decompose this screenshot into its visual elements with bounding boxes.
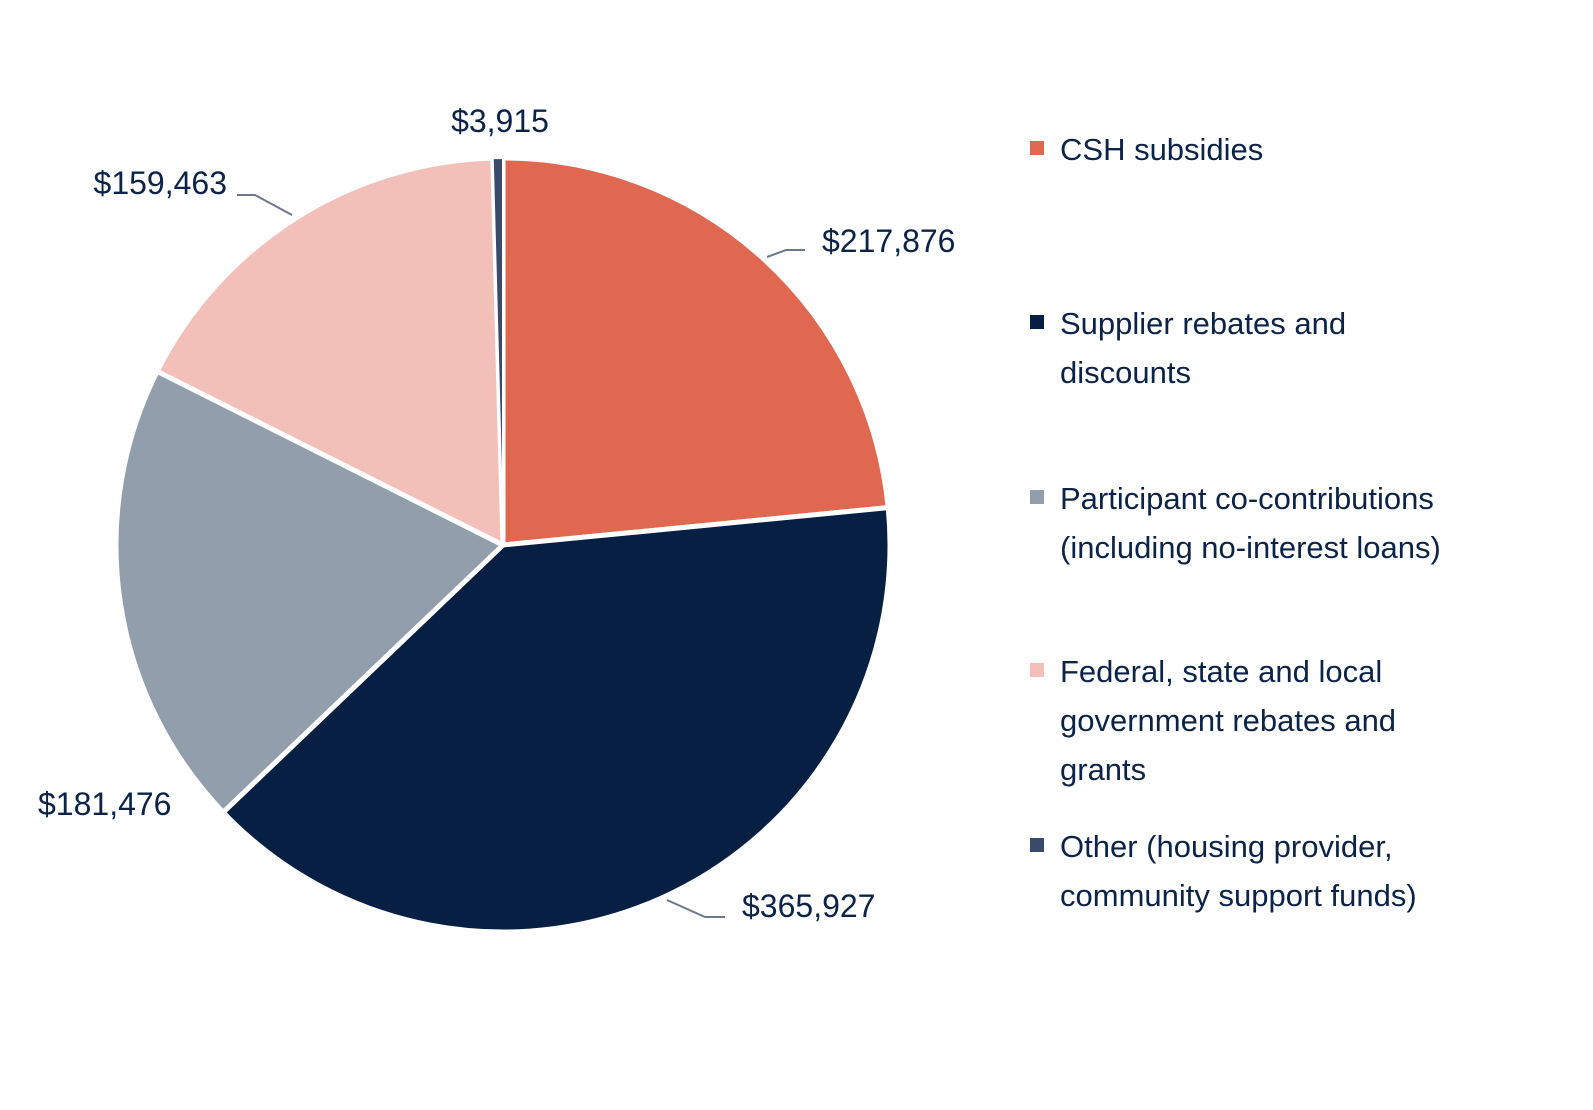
data-label-federal: $159,463 xyxy=(94,165,227,201)
legend-label: Federal, state and local government reba… xyxy=(1060,654,1397,787)
legend-label: Supplier rebates and discounts xyxy=(1060,306,1347,390)
legend-swatch xyxy=(1030,141,1044,155)
leader-line xyxy=(666,899,725,918)
data-label-csh: $217,876 xyxy=(822,223,955,259)
legend-swatch xyxy=(1030,663,1044,677)
pie-slice-federal xyxy=(154,155,506,548)
legend-swatch xyxy=(1030,315,1044,329)
pie-slice-csh xyxy=(500,155,891,548)
legend-label: CSH subsidies xyxy=(1060,132,1264,167)
legend-swatch xyxy=(1030,838,1044,852)
legend-item-supplier: Supplier rebates and discounts xyxy=(1030,299,1440,397)
legend-swatch xyxy=(1030,490,1044,504)
legend-item-csh: CSH subsidies xyxy=(1030,125,1560,174)
legend-label: Other (housing provider, community suppo… xyxy=(1060,829,1417,913)
data-label-participant: $181,476 xyxy=(38,786,171,822)
legend-label: Participant co-contributions (including … xyxy=(1060,481,1441,565)
legend-item-federal: Federal, state and local government reba… xyxy=(1030,647,1490,794)
data-label-other: $3,915 xyxy=(451,103,549,139)
legend-item-other: Other (housing provider, community suppo… xyxy=(1030,822,1520,920)
pie-slice-participant xyxy=(113,368,506,815)
pie-slice-supplier xyxy=(220,505,893,935)
legend-item-participant: Participant co-contributions (including … xyxy=(1030,474,1540,572)
data-label-supplier: $365,927 xyxy=(742,888,875,924)
leader-line xyxy=(766,249,805,258)
leader-line xyxy=(237,194,293,216)
pie-slice-other xyxy=(491,157,504,546)
